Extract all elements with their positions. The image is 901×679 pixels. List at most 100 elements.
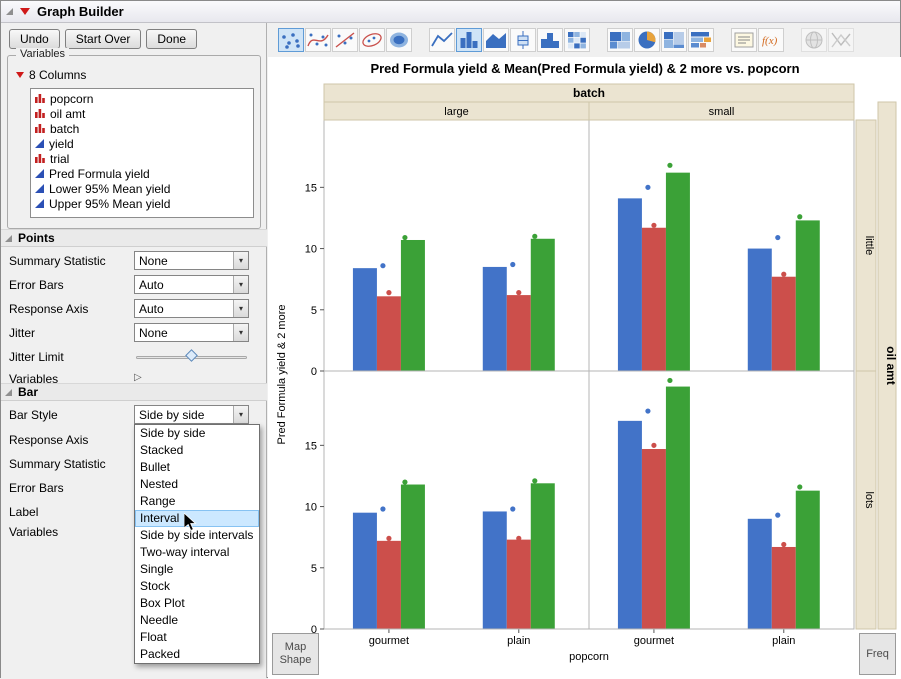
dropdown-option-packed[interactable]: Packed xyxy=(140,647,181,661)
disclosure-open-icon[interactable] xyxy=(5,234,12,242)
column-item-upper-95-mean-yield[interactable]: Upper 95% Mean yield xyxy=(31,196,253,211)
chart-area[interactable]: Pred Formula yield & Mean(Pred Formula y… xyxy=(268,57,901,679)
columns-listbox[interactable]: popcorn oil amt batch yield trial Pred Formul… xyxy=(30,88,254,218)
slider-thumb-icon[interactable] xyxy=(184,349,198,362)
continuous-column-icon xyxy=(35,169,44,178)
bar-Upper 95% Mean yield xyxy=(795,220,820,371)
x-tick-label: gourmet xyxy=(634,635,674,647)
dropdown-option-side-by-side[interactable]: Side by side xyxy=(140,426,206,440)
point-Upper 95% Mean yield xyxy=(532,478,538,484)
response-axis-label: Response Axis xyxy=(9,433,89,447)
dropdown-arrow-icon[interactable]: ▾ xyxy=(233,276,248,293)
points-section-title: Points xyxy=(18,231,55,245)
ellipse-icon[interactable] xyxy=(359,28,385,52)
start-over-button[interactable]: Start Over xyxy=(64,29,142,49)
response-axis-dropdown[interactable]: Auto ▾ xyxy=(134,299,249,318)
mosaic-icon[interactable] xyxy=(661,28,687,52)
column-item-lower-95-mean-yield[interactable]: Lower 95% Mean yield xyxy=(31,181,253,196)
freq-dropzone[interactable]: Freq xyxy=(859,633,896,675)
window-title: Graph Builder xyxy=(37,4,124,19)
bar-style-dropdown-list[interactable]: Side by side Stacked Bullet Nested Range Inte… xyxy=(134,424,261,664)
chart-title: Pred Formula yield & Mean(Pred Formula y… xyxy=(370,61,800,76)
treemap-icon[interactable] xyxy=(607,28,633,52)
dropdown-arrow-icon[interactable]: ▾ xyxy=(233,300,248,317)
dropdown-option-nested[interactable]: Nested xyxy=(140,477,179,491)
dropdown-arrow-icon[interactable]: ▾ xyxy=(233,406,248,423)
jitter-dropdown[interactable]: None ▾ xyxy=(134,323,249,342)
map-shape-dropzone[interactable]: Map Shape xyxy=(272,633,319,675)
dropdown-option-side-by-side-intervals[interactable]: Side by side intervals xyxy=(140,528,254,542)
packed-bars-icon[interactable] xyxy=(688,28,714,52)
column-item-popcorn[interactable]: popcorn xyxy=(31,91,253,106)
dropdown-option-interval[interactable]: Interval xyxy=(135,510,260,527)
chart-svg[interactable]: gourmet plain gourmet plain batch large small l… xyxy=(271,57,898,679)
row-facet-label: oil amt xyxy=(884,346,898,385)
formula-icon[interactable]: f(x) xyxy=(758,28,784,52)
summary-statistic-dropdown[interactable]: None ▾ xyxy=(134,251,249,270)
columns-header[interactable]: 8 Columns xyxy=(16,68,86,82)
bar-style-label: Bar Style xyxy=(9,408,58,422)
bar-Upper 95% Mean yield xyxy=(665,172,690,371)
line-icon[interactable] xyxy=(429,28,455,52)
dropdown-option-two-way-interval[interactable]: Two-way interval xyxy=(140,545,230,559)
panel-row-response-axis: Response Axis xyxy=(1,430,267,452)
disclosure-open-icon[interactable] xyxy=(6,8,13,15)
dropdown-value: Side by side xyxy=(139,408,205,422)
bar-Lower 95% Mean yield xyxy=(506,539,531,629)
column-name: oil amt xyxy=(50,106,86,121)
variables-label: Variables xyxy=(9,372,59,386)
undo-button[interactable]: Undo xyxy=(9,29,60,49)
y-tick-label: 15 xyxy=(305,440,317,452)
point-Pred Formula yield xyxy=(510,506,516,512)
contour-icon[interactable] xyxy=(386,28,412,52)
column-item-trial[interactable]: trial xyxy=(31,151,253,166)
red-triangle-menu-icon[interactable] xyxy=(20,8,30,15)
column-item-oil-amt[interactable]: oil amt xyxy=(31,106,253,121)
bar-style-dropdown[interactable]: Side by side ▾ xyxy=(134,405,249,424)
disclosure-open-icon[interactable] xyxy=(5,388,12,396)
done-button[interactable]: Done xyxy=(146,29,198,49)
x-tick-label: plain xyxy=(772,635,795,647)
dropdown-option-bullet[interactable]: Bullet xyxy=(140,460,171,474)
jitter-limit-slider[interactable] xyxy=(134,347,249,366)
bar-section-header[interactable]: Bar xyxy=(1,383,267,401)
pie-icon[interactable] xyxy=(634,28,660,52)
points-icon[interactable] xyxy=(278,28,304,52)
panel-row-response-axis: Response Axis Auto ▾ xyxy=(1,299,267,321)
dropdown-arrow-icon[interactable]: ▾ xyxy=(233,252,248,269)
point-Pred Formula yield xyxy=(645,184,651,190)
histogram-icon[interactable] xyxy=(537,28,563,52)
column-item-batch[interactable]: batch xyxy=(31,121,253,136)
point-Upper 95% Mean yield xyxy=(402,234,408,241)
titlebar: Graph Builder xyxy=(1,1,900,23)
line-of-fit-icon[interactable] xyxy=(332,28,358,52)
dropdown-arrow-icon[interactable]: ▾ xyxy=(233,324,248,341)
disclosure-closed-icon[interactable]: ▷ xyxy=(134,372,142,383)
dropdown-option-needle[interactable]: Needle xyxy=(140,613,179,627)
dropdown-option-box-plot[interactable]: Box Plot xyxy=(140,596,185,610)
smoother-icon[interactable] xyxy=(305,28,331,52)
box-plot-icon[interactable] xyxy=(510,28,536,52)
summary-statistic-control: None ▾ xyxy=(134,251,249,270)
y-tick-label: 5 xyxy=(311,305,317,317)
column-item-pred-formula-yield[interactable]: Pred Formula yield xyxy=(31,166,253,181)
dropdown-option-range[interactable]: Range xyxy=(140,494,176,508)
red-triangle-menu-icon[interactable] xyxy=(16,72,24,78)
points-section-header[interactable]: Points xyxy=(1,229,267,247)
y-tick-label: 0 xyxy=(311,624,317,636)
caption-box-icon[interactable] xyxy=(731,28,757,52)
point-Upper 95% Mean yield xyxy=(402,479,408,485)
dropdown-option-stock[interactable]: Stock xyxy=(140,579,171,593)
dropdown-option-stacked[interactable]: Stacked xyxy=(140,443,184,457)
dropdown-option-single[interactable]: Single xyxy=(140,562,174,576)
control-panel: Undo Start Over Done Variables 8 Columns p… xyxy=(1,23,267,678)
bar-icon[interactable] xyxy=(456,28,482,52)
columns-header-label: 8 Columns xyxy=(29,68,87,82)
continuous-column-icon xyxy=(35,139,44,148)
heatmap-icon[interactable] xyxy=(564,28,590,52)
error-bars-control: Auto ▾ xyxy=(134,275,249,294)
area-icon[interactable] xyxy=(483,28,509,52)
dropdown-option-float[interactable]: Float xyxy=(140,630,167,644)
column-item-yield[interactable]: yield xyxy=(31,136,253,151)
error-bars-dropdown[interactable]: Auto ▾ xyxy=(134,275,249,294)
